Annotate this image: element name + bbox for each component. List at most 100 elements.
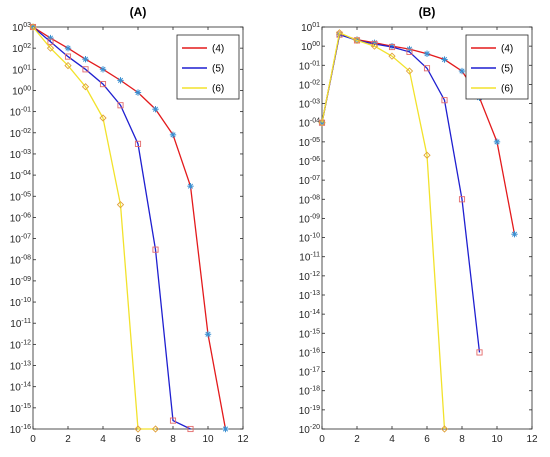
data-point: [205, 331, 211, 337]
data-point: [187, 183, 194, 189]
chart-title: (A): [130, 5, 147, 19]
data-point: [152, 106, 159, 112]
y-tick-label: 10-02: [299, 79, 320, 91]
y-tick-label: 1000: [301, 41, 320, 53]
legend: (4) (5) (6): [176, 34, 240, 100]
legend-label: (5): [212, 64, 224, 75]
y-tick-label: 10-17: [299, 367, 320, 379]
data-point: [117, 77, 124, 83]
x-tick-label: 6: [135, 434, 141, 445]
x-tick-label: 0: [30, 434, 36, 445]
data-point: [222, 426, 229, 432]
data-point: [64, 61, 72, 70]
y-tick-label: 10-01: [10, 107, 31, 119]
y-tick-label: 10-16: [299, 347, 320, 359]
chart-panel-a: (A) 0 2 4 6 8 10 12 10-16 10-15 10-14 10-13 10-12 10-…: [10, 5, 249, 445]
y-tick-label: 10-07: [299, 175, 320, 187]
x-tick-label: 4: [100, 434, 106, 445]
series-line: [32, 26, 191, 430]
data-point: [335, 29, 344, 37]
data-point: [494, 139, 500, 145]
data-point: [82, 66, 89, 73]
y-tick-label: 10-19: [299, 405, 320, 417]
data-point: [100, 66, 106, 72]
data-point: [134, 425, 142, 433]
legend: (4) (5) (6): [465, 34, 529, 100]
y-tick-label: 1001: [12, 64, 31, 76]
y-tick-label: 10-07: [10, 234, 31, 246]
data-point: [441, 56, 448, 63]
y-tick-label: 10-02: [10, 128, 31, 140]
data-point: [82, 56, 89, 62]
y-tick-label: 1002: [12, 43, 31, 55]
y-tick-label: 10-16: [10, 424, 31, 436]
y-tick-label: 10-04: [299, 118, 320, 130]
chart-title: (B): [419, 5, 436, 19]
y-tick-label: 10-01: [299, 60, 320, 72]
data-point: [81, 83, 90, 91]
y-tick-label: 10-11: [10, 318, 31, 330]
x-tick-label: 4: [389, 434, 395, 445]
x-tick-label: 8: [459, 434, 465, 445]
data-point: [134, 140, 142, 147]
data-point: [388, 43, 396, 51]
data-point: [170, 132, 176, 138]
x-tick-label: 8: [170, 434, 176, 445]
y-tick-label: 10-08: [299, 194, 320, 206]
data-point: [441, 97, 448, 104]
series-6: [29, 23, 160, 433]
chart-panel-b: (B) 0 2 4 6 8 10 12 10-20 10-19 10-18 10-17 10-16 10-…: [299, 5, 538, 445]
x-tick-label: 12: [237, 434, 249, 445]
y-tick-label: 10-10: [10, 297, 31, 309]
x-tick-label: 2: [354, 434, 360, 445]
y-tick-label: 10-05: [299, 137, 320, 149]
data-point: [353, 36, 361, 45]
legend-box: [465, 34, 529, 100]
series-4: [29, 23, 229, 433]
series-line: [321, 33, 481, 353]
data-point: [388, 52, 396, 60]
x-tick-label: 10: [491, 434, 503, 445]
y-tick-label: 10-04: [10, 170, 31, 182]
data-point: [117, 102, 124, 109]
y-tick-label: 10-13: [299, 290, 320, 302]
data-point: [99, 81, 107, 88]
legend-label: (6): [212, 84, 224, 95]
data-point: [135, 89, 141, 96]
data-point: [152, 246, 159, 253]
series-line: [32, 26, 156, 430]
y-tick-label: 10-15: [10, 403, 31, 415]
data-point: [151, 425, 160, 433]
data-point: [370, 42, 379, 50]
data-point: [99, 114, 107, 122]
legend-box: [176, 34, 240, 100]
data-point: [511, 231, 518, 237]
series-6: [318, 29, 449, 433]
data-point: [46, 44, 55, 52]
data-point: [29, 23, 37, 31]
y-tick-label: 10-06: [299, 156, 320, 168]
y-tick-label: 10-03: [299, 99, 320, 111]
x-tick-label: 2: [65, 434, 71, 445]
data-point: [47, 38, 54, 45]
data-point: [405, 67, 414, 75]
y-tick-label: 10-05: [10, 191, 31, 203]
y-tick-label: 10-15: [299, 328, 320, 340]
y-tick-label: 1003: [12, 22, 31, 34]
x-tick-label: 6: [424, 434, 430, 445]
y-tick-label: 10-20: [299, 424, 320, 436]
legend-label: (4): [501, 44, 513, 55]
x-tick-label: 0: [319, 434, 325, 445]
y-tick-label: 10-14: [10, 382, 31, 394]
data-point: [64, 53, 72, 60]
data-point: [423, 151, 431, 159]
y-tick-label: 10-03: [10, 149, 31, 161]
y-tick-label: 10-08: [10, 255, 31, 267]
y-tick-label: 10-11: [299, 252, 320, 264]
series-line: [321, 31, 446, 430]
x-tick-label: 12: [526, 434, 538, 445]
data-point: [476, 349, 483, 356]
legend-label: (6): [501, 84, 513, 95]
y-tick-label: 10-12: [10, 339, 31, 351]
